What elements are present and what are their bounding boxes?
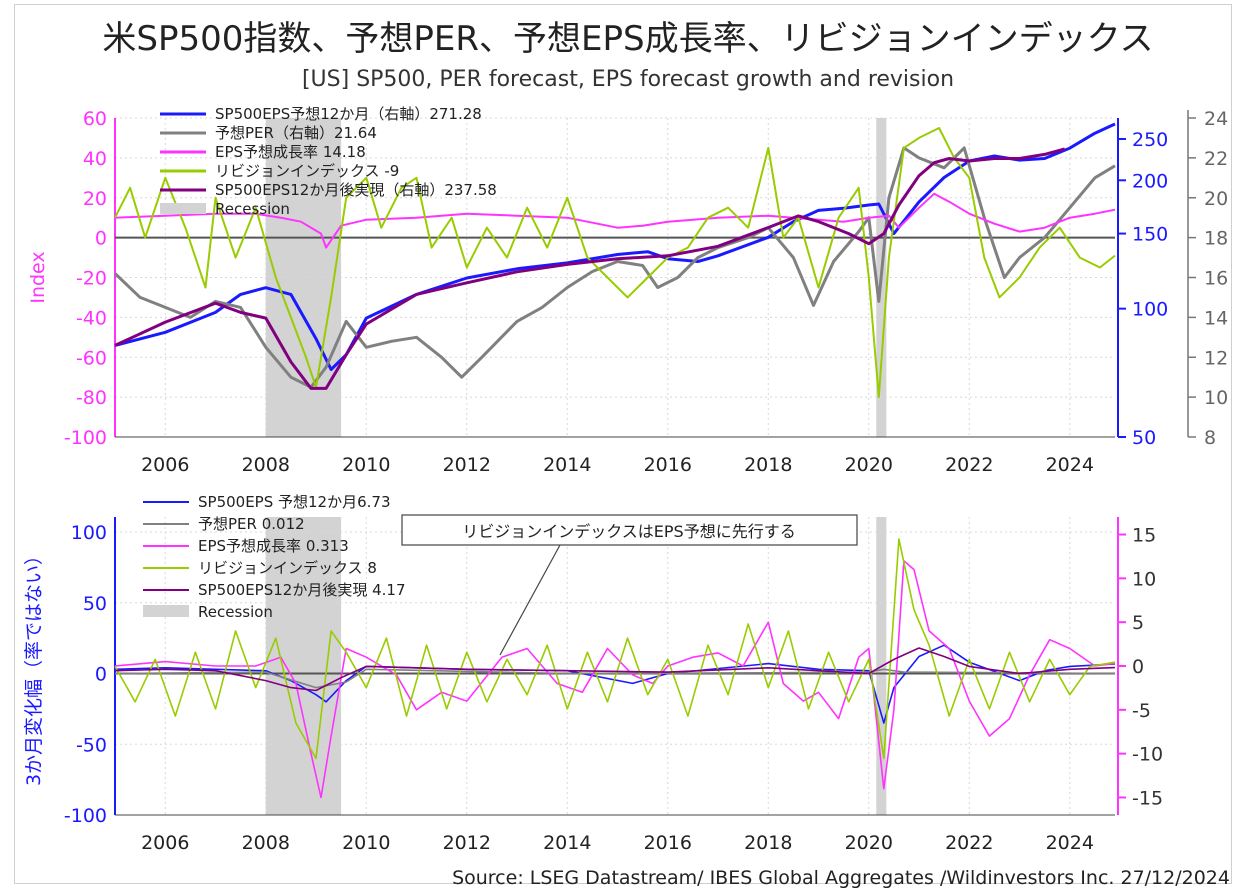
y-right-inner-tick-label: 100 [1132, 299, 1168, 321]
x-tick-label: 2022 [945, 454, 993, 476]
x-tick-label: 2020 [845, 832, 893, 854]
series-line [113, 146, 1116, 389]
y-right-outer-tick-label: 8 [1204, 427, 1216, 449]
y-left-tick-label: -100 [64, 805, 107, 827]
series-line [114, 538, 1116, 760]
legend-label: 予想PER 0.012 [198, 515, 305, 533]
y-left-tick-label: -100 [64, 427, 107, 449]
y-right-inner-tick-label: 50 [1132, 427, 1156, 449]
legend-label: EPS予想成長率 0.313 [198, 537, 349, 555]
y-left-tick-label: -50 [76, 734, 107, 756]
x-tick-label: 2006 [141, 454, 189, 476]
x-tick-label: 2024 [1046, 832, 1094, 854]
y-right-outer-tick-label: 10 [1204, 387, 1228, 409]
legend-label: 予想PER（右軸）21.64 [215, 124, 377, 142]
legend-swatch [143, 605, 189, 617]
x-tick-label: 2020 [845, 454, 893, 476]
y-right-tick-label: 10 [1132, 568, 1156, 590]
series-line [114, 127, 1116, 399]
y-left-tick-label: 0 [95, 664, 107, 686]
annotation-text: リビジョンインデックスはEPS予想に先行する [462, 522, 795, 541]
y-left-tick-label: -80 [76, 387, 107, 409]
legend-swatch [160, 203, 206, 214]
legend-label: SP500EPS 予想12か月6.73 [198, 493, 391, 511]
x-tick-label: 2008 [242, 832, 290, 854]
y-right-outer-tick-label: 12 [1204, 347, 1228, 369]
series-line [114, 647, 1116, 692]
x-tick-label: 2006 [141, 832, 189, 854]
source-note: Source: LSEG Datastream/ IBES Global Agg… [452, 867, 1230, 888]
x-tick-label: 2014 [543, 832, 591, 854]
series-line [114, 559, 1116, 799]
x-tick-label: 2012 [443, 832, 491, 854]
y-right-inner-tick-label: 200 [1132, 170, 1168, 192]
y-right-outer-tick-label: 20 [1204, 188, 1228, 210]
x-tick-label: 2010 [342, 454, 390, 476]
y-left-tick-label: -40 [76, 307, 107, 329]
y-right-inner-tick-label: 250 [1132, 129, 1168, 151]
y-right-outer-tick-label: 14 [1204, 307, 1228, 329]
legend-label: Recession [198, 603, 273, 621]
y-left-tick-label: 40 [83, 148, 107, 170]
x-tick-label: 2016 [644, 832, 692, 854]
x-tick-label: 2014 [543, 454, 591, 476]
x-tick-label: 2018 [744, 832, 792, 854]
x-tick-label: 2022 [945, 832, 993, 854]
y-right-tick-label: 0 [1132, 656, 1144, 678]
y-right-outer-tick-label: 24 [1204, 108, 1228, 130]
y-right-inner-tick-label: 150 [1132, 224, 1168, 246]
legend-label: SP500EPS12か月後実現（右軸）237.58 [215, 181, 497, 199]
x-tick-label: 2010 [342, 832, 390, 854]
annotation-box [401, 514, 858, 546]
legend-label: リビジョンインデックス -9 [215, 162, 399, 180]
recession-band [265, 517, 342, 815]
y-left-axis-title: 3か月変化幅（率ではない） [23, 546, 45, 786]
chart-frame [14, 4, 1232, 884]
y-left-tick-label: -60 [76, 347, 107, 369]
legend-label: EPS予想成長率 14.18 [215, 143, 366, 161]
annotation-pointer [499, 544, 561, 656]
y-left-tick-label: 60 [83, 108, 107, 130]
y-right-outer-tick-label: 22 [1204, 148, 1228, 170]
legend-label: SP500EPS12か月後実現 4.17 [198, 581, 406, 599]
y-right-outer-tick-label: 16 [1204, 268, 1228, 290]
y-right-tick-label: 5 [1132, 612, 1144, 634]
y-right-tick-label: 15 [1132, 525, 1156, 547]
x-tick-label: 2024 [1046, 454, 1094, 476]
y-left-tick-label: 100 [71, 522, 107, 544]
x-tick-label: 2016 [644, 454, 692, 476]
legend-label: リビジョンインデックス 8 [198, 559, 377, 577]
x-tick-label: 2012 [443, 454, 491, 476]
y-left-axis-title: Index [27, 251, 49, 303]
y-right-tick-label: -10 [1132, 744, 1163, 766]
y-right-outer-tick-label: 18 [1204, 228, 1228, 250]
legend-label: SP500EPS予想12か月（右軸）271.28 [215, 105, 482, 123]
y-right-tick-label: -15 [1132, 787, 1163, 809]
y-left-tick-label: 0 [95, 228, 107, 250]
series-line [114, 192, 1116, 249]
chart-subtitle: [US] SP500, PER forecast, EPS forecast g… [302, 67, 954, 92]
chart-title: 米SP500指数、予想PER、予想EPS成長率、リビジョンインデックス [102, 19, 1153, 59]
y-left-tick-label: 20 [83, 188, 107, 210]
y-left-tick-label: 50 [83, 593, 107, 615]
series-line [114, 147, 1066, 390]
y-left-tick-label: -20 [76, 268, 107, 290]
y-right-tick-label: -5 [1132, 700, 1151, 722]
x-tick-label: 2018 [744, 454, 792, 476]
x-tick-label: 2008 [242, 454, 290, 476]
legend-label: Recession [215, 200, 290, 218]
